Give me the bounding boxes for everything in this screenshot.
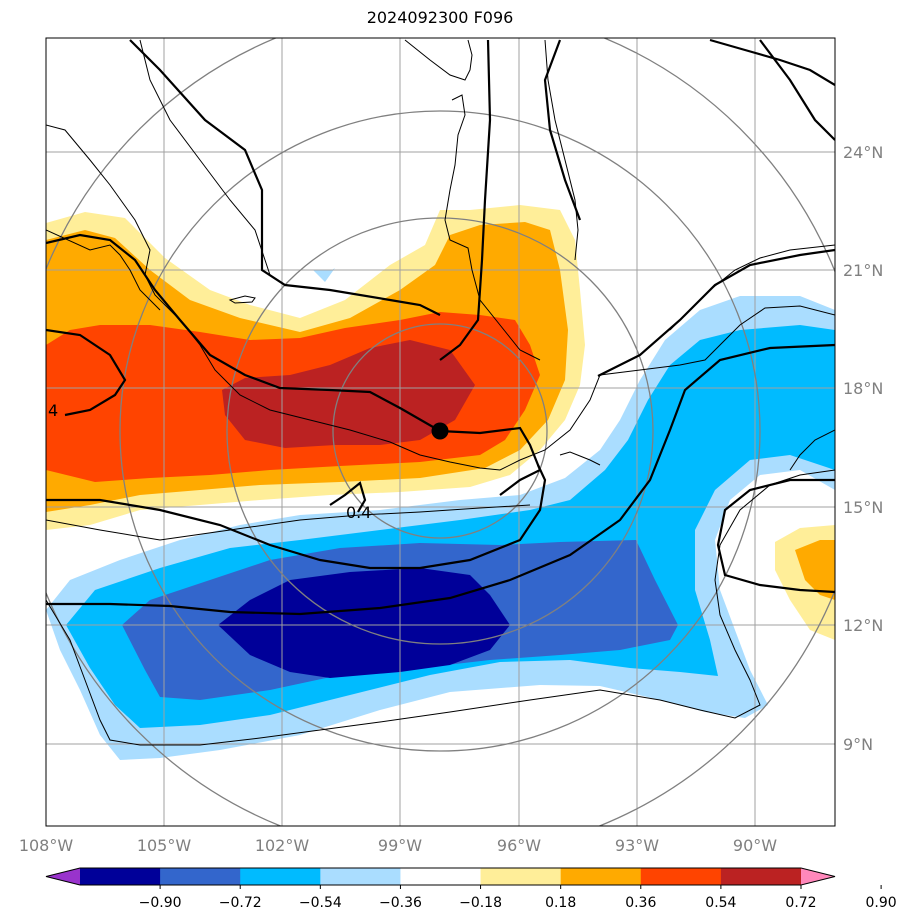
lat-tick-label: 9°N: [843, 735, 873, 754]
range-rings: [46, 38, 835, 826]
lon-tick-labels: 108°W 105°W 102°W 99°W 96°W 93°W 90°W: [19, 836, 777, 855]
lon-tick-label: 105°W: [137, 836, 192, 855]
colorbar-bin: [320, 868, 401, 885]
colorbar-bin: [80, 868, 161, 885]
colorbar-bin: [640, 868, 722, 885]
lon-tick-label: 90°W: [733, 836, 777, 855]
colorbar-bin: [480, 868, 562, 885]
lat-tick-label: 12°N: [843, 616, 883, 635]
center-marker: [431, 422, 449, 440]
colorbar-tick-label: 0.54: [705, 895, 736, 911]
lon-tick-label: 99°W: [378, 836, 422, 855]
lon-tick-label: 108°W: [19, 836, 74, 855]
lat-tick-labels: 24°N 21°N 18°N 15°N 12°N 9°N: [843, 143, 883, 754]
colorbar-tick-label: −0.18: [459, 895, 502, 911]
contour-label: 0.4: [346, 503, 371, 522]
lon-tick-label: 96°W: [497, 836, 541, 855]
colorbar-tick-label: 0.36: [625, 895, 656, 911]
colorbar-tick-label: 0.90: [866, 895, 897, 911]
colorbar-bin: [560, 868, 642, 885]
contour-fill-neg-0.72: [218, 568, 510, 678]
lon-tick-label: 93°W: [615, 836, 659, 855]
coastlines: [46, 39, 835, 746]
map-frame: [45, 37, 836, 827]
colorbar-tick-label: −0.90: [139, 895, 182, 911]
lat-tick-label: 15°N: [843, 498, 883, 517]
colorbar-bin: [400, 868, 482, 885]
map-plot-area: 4 0.4: [46, 38, 835, 826]
contour-fill-neg-0.18-speck: [313, 268, 335, 282]
graticule: [46, 38, 835, 826]
colorbar-tick-label: −0.36: [379, 895, 422, 911]
lat-tick-label: 21°N: [843, 261, 883, 280]
colorbar-tick-label: 0.18: [545, 895, 576, 911]
contour-fill-0.36-east: [795, 540, 835, 600]
contour-label: 4: [48, 401, 58, 420]
colorbar-bin: [240, 868, 321, 885]
lat-tick-label: 18°N: [843, 379, 883, 398]
map-title: 2024092300 F096: [366, 8, 514, 27]
colorbar-extend-low: [46, 868, 80, 885]
colorbar: −0.90 −0.72 −0.54 −0.36 −0.18 0.18 0.36 0.54 0.7…: [45, 867, 897, 911]
colorbar-tick-label: 0.72: [785, 895, 816, 911]
contour-lines: [46, 38, 835, 616]
lat-tick-label: 24°N: [843, 143, 883, 162]
colorbar-bin: [720, 868, 802, 885]
lon-tick-label: 102°W: [255, 836, 310, 855]
colorbar-outline: [45, 867, 836, 886]
contour-fill-0.72: [222, 340, 475, 448]
colorbar-tick-label: −0.54: [299, 895, 342, 911]
colorbar-tick-label: −0.72: [219, 895, 262, 911]
positive-anomaly-field: [46, 205, 835, 640]
colorbar-bin: [160, 868, 241, 885]
colorbar-extend-high: [801, 868, 835, 885]
